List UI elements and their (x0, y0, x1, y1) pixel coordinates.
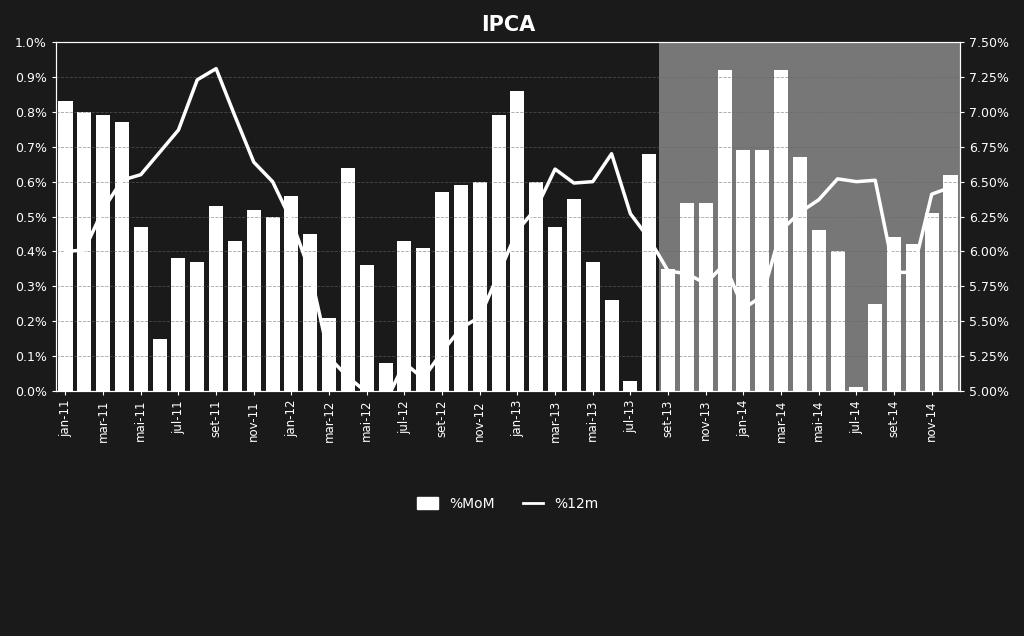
Bar (698, 203, 713, 391)
Bar (379, 363, 392, 391)
Bar (943, 175, 957, 391)
Bar (190, 262, 205, 391)
Bar (247, 210, 261, 391)
Bar (341, 168, 355, 391)
Bar (849, 387, 863, 391)
Bar (586, 262, 600, 391)
Bar (529, 182, 544, 391)
Bar (473, 182, 486, 391)
Bar (265, 216, 280, 391)
Bar (680, 203, 694, 391)
Bar (567, 199, 581, 391)
Bar (887, 237, 901, 391)
Bar (658, 42, 959, 391)
Bar (77, 112, 91, 391)
Bar (604, 300, 618, 391)
Bar (510, 91, 524, 391)
Bar (454, 185, 468, 391)
Bar (397, 241, 412, 391)
Bar (793, 157, 807, 391)
Bar (868, 304, 883, 391)
Bar (830, 251, 845, 391)
Bar (492, 115, 506, 391)
Bar (303, 234, 317, 391)
Bar (58, 101, 73, 391)
Bar (96, 115, 111, 391)
Bar (925, 213, 939, 391)
Bar (435, 192, 450, 391)
Bar (624, 380, 638, 391)
Bar (548, 227, 562, 391)
Legend: %MoM, %12m: %MoM, %12m (412, 492, 604, 516)
Bar (209, 206, 223, 391)
Bar (285, 196, 298, 391)
Title: IPCA: IPCA (481, 15, 536, 35)
Bar (134, 227, 147, 391)
Bar (755, 150, 769, 391)
Bar (718, 70, 731, 391)
Bar (642, 154, 656, 391)
Bar (416, 248, 430, 391)
Bar (171, 258, 185, 391)
Bar (774, 70, 788, 391)
Bar (906, 244, 920, 391)
Bar (153, 338, 167, 391)
Bar (322, 318, 336, 391)
Bar (115, 122, 129, 391)
Bar (359, 265, 374, 391)
Bar (736, 150, 751, 391)
Bar (812, 230, 825, 391)
Bar (662, 269, 675, 391)
Bar (228, 241, 242, 391)
